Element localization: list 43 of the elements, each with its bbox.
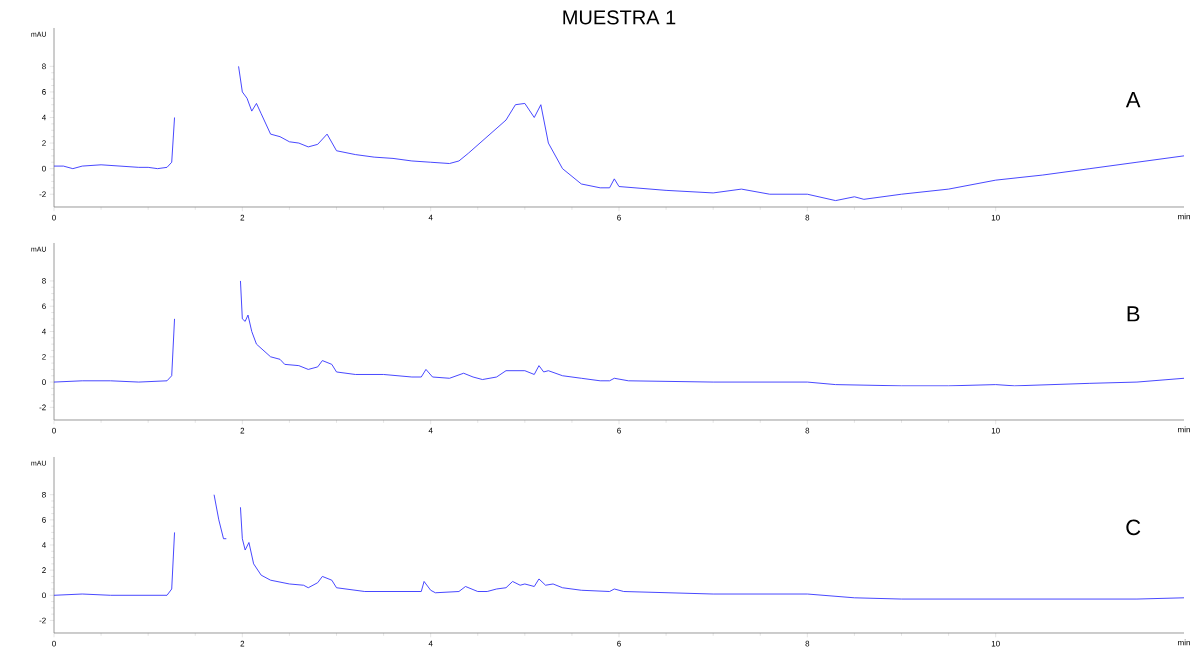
x-tick-label: 10 bbox=[991, 214, 1000, 221]
x-tick-label: 0 bbox=[52, 427, 56, 434]
y-tick-label: 8 bbox=[42, 278, 46, 284]
x-tick-label: 6 bbox=[617, 427, 621, 434]
y-tick-label: 2 bbox=[42, 140, 46, 146]
x-tick-label: 10 bbox=[991, 640, 1000, 647]
x-axis-title: min bbox=[1178, 426, 1190, 433]
x-tick-label: 4 bbox=[428, 640, 433, 647]
x-tick-label: 0 bbox=[52, 214, 56, 221]
y-tick-label: 0 bbox=[42, 379, 46, 385]
y-tick-label: 4 bbox=[41, 114, 46, 121]
y-tick-label: 8 bbox=[42, 491, 46, 498]
y-tick-label: 6 bbox=[42, 517, 46, 523]
y-tick-label: 6 bbox=[42, 89, 46, 95]
y-tick-label: 0 bbox=[42, 592, 46, 599]
annotation: C bbox=[1126, 519, 1141, 536]
x-tick-label: 2 bbox=[240, 427, 245, 434]
y-tick-label: 0 bbox=[42, 165, 46, 172]
x-tick-label: 4 bbox=[428, 427, 433, 434]
x-tick-label: 6 bbox=[617, 214, 621, 221]
y-tick-label: 6 bbox=[42, 303, 46, 310]
annotation: B bbox=[1127, 306, 1140, 322]
y-tick-label: 4 bbox=[41, 542, 46, 548]
x-tick-label: 2 bbox=[240, 214, 245, 221]
x-tick-label: 10 bbox=[991, 427, 1000, 434]
y-tick-label: 4 bbox=[41, 328, 46, 335]
x-tick-label: 2 bbox=[240, 640, 245, 647]
x-axis-title: min bbox=[1178, 639, 1190, 646]
x-tick-label: 8 bbox=[805, 214, 810, 221]
x-tick-label: 4 bbox=[428, 214, 433, 221]
annotation: A bbox=[1125, 92, 1141, 108]
chart-title: MUESTRA 1 bbox=[563, 10, 676, 25]
y-tick-label: -2 bbox=[39, 617, 46, 624]
y-tick-label: 8 bbox=[42, 63, 46, 70]
x-tick-label: 8 bbox=[805, 427, 810, 434]
y-tick-label: 2 bbox=[42, 567, 46, 573]
x-axis-title: min bbox=[1178, 213, 1190, 220]
x-tick-label: 6 bbox=[617, 640, 621, 647]
x-tick-label: 0 bbox=[52, 640, 56, 647]
y-tick-label: -2 bbox=[39, 404, 46, 411]
x-tick-label: 8 bbox=[805, 640, 810, 647]
y-tick-label: 2 bbox=[42, 353, 46, 360]
y-tick-label: -2 bbox=[39, 191, 46, 197]
